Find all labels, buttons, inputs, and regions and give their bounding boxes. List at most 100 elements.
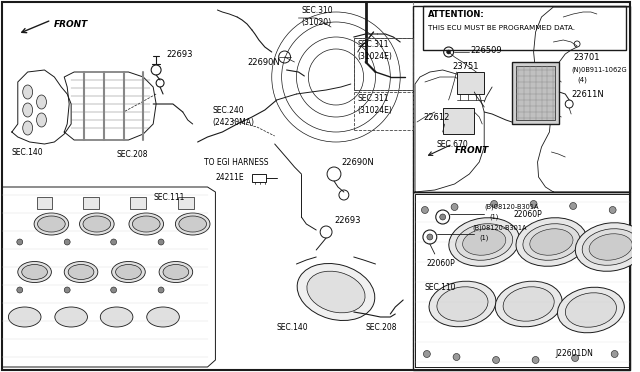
Bar xyxy=(252,174,266,182)
Ellipse shape xyxy=(64,262,98,282)
Ellipse shape xyxy=(111,262,145,282)
Bar xyxy=(354,38,413,90)
Ellipse shape xyxy=(100,307,133,327)
Text: SEC.310: SEC.310 xyxy=(301,6,333,15)
Circle shape xyxy=(64,287,70,293)
Bar xyxy=(413,6,630,192)
Text: (31024E): (31024E) xyxy=(358,51,392,61)
Ellipse shape xyxy=(516,218,587,266)
Ellipse shape xyxy=(429,281,496,327)
Text: SEC.111: SEC.111 xyxy=(153,192,184,202)
Ellipse shape xyxy=(523,224,580,260)
Ellipse shape xyxy=(8,307,41,327)
Polygon shape xyxy=(2,187,216,367)
Polygon shape xyxy=(415,194,630,367)
Bar xyxy=(443,108,474,134)
Circle shape xyxy=(451,203,458,211)
Text: 23701: 23701 xyxy=(573,52,600,61)
Circle shape xyxy=(424,350,430,357)
Text: (4): (4) xyxy=(577,77,587,83)
Ellipse shape xyxy=(129,213,164,235)
Text: SEC.140: SEC.140 xyxy=(276,323,308,331)
Bar xyxy=(516,66,556,120)
Text: 22690N: 22690N xyxy=(247,58,280,67)
Ellipse shape xyxy=(83,216,111,232)
Ellipse shape xyxy=(163,264,189,279)
Circle shape xyxy=(532,356,539,363)
Circle shape xyxy=(611,350,618,357)
Text: SEC.110: SEC.110 xyxy=(425,282,456,292)
Text: 23751: 23751 xyxy=(452,61,479,71)
Text: FRONT: FRONT xyxy=(454,145,489,154)
Circle shape xyxy=(570,202,577,209)
Ellipse shape xyxy=(297,263,375,321)
Bar xyxy=(178,197,194,209)
Bar xyxy=(423,6,625,50)
Circle shape xyxy=(17,239,23,245)
Text: 226509: 226509 xyxy=(470,45,502,55)
Text: SEC.208: SEC.208 xyxy=(365,323,397,331)
Text: FRONT: FRONT xyxy=(53,19,88,29)
Ellipse shape xyxy=(159,262,193,282)
Ellipse shape xyxy=(18,262,51,282)
Ellipse shape xyxy=(132,216,160,232)
Ellipse shape xyxy=(463,229,506,255)
Text: J22601DN: J22601DN xyxy=(556,350,593,359)
Circle shape xyxy=(427,234,433,240)
Text: SEC.670: SEC.670 xyxy=(436,140,468,148)
Circle shape xyxy=(447,50,451,54)
Bar xyxy=(512,62,559,124)
Bar xyxy=(36,197,52,209)
Text: (1): (1) xyxy=(479,235,488,241)
Ellipse shape xyxy=(582,229,639,265)
Ellipse shape xyxy=(575,223,640,271)
Circle shape xyxy=(440,214,445,220)
Text: (1): (1) xyxy=(489,214,499,220)
Text: 22060P: 22060P xyxy=(514,209,543,218)
Ellipse shape xyxy=(307,271,365,313)
Text: (31020): (31020) xyxy=(301,17,332,26)
Ellipse shape xyxy=(175,213,210,235)
Polygon shape xyxy=(534,7,630,192)
Circle shape xyxy=(111,287,116,293)
Ellipse shape xyxy=(36,113,47,127)
Text: SEC.311: SEC.311 xyxy=(358,39,389,48)
Circle shape xyxy=(158,287,164,293)
Text: SEC.208: SEC.208 xyxy=(116,150,148,158)
Ellipse shape xyxy=(68,264,94,279)
Circle shape xyxy=(158,239,164,245)
Ellipse shape xyxy=(437,287,488,321)
Polygon shape xyxy=(12,70,71,144)
Text: SEC.240: SEC.240 xyxy=(212,106,244,115)
Ellipse shape xyxy=(23,121,33,135)
Text: TO EGI HARNESS: TO EGI HARNESS xyxy=(204,157,268,167)
Circle shape xyxy=(493,356,499,363)
Ellipse shape xyxy=(565,293,616,327)
Text: (B)08120-B301A: (B)08120-B301A xyxy=(484,204,539,210)
Ellipse shape xyxy=(79,213,114,235)
Bar xyxy=(83,197,99,209)
Circle shape xyxy=(491,201,497,208)
Text: 22060P: 22060P xyxy=(427,260,456,269)
Text: SEC.311: SEC.311 xyxy=(358,93,389,103)
Text: (24230MA): (24230MA) xyxy=(212,118,255,126)
Circle shape xyxy=(422,206,428,214)
Ellipse shape xyxy=(38,216,65,232)
Text: ATTENTION:: ATTENTION: xyxy=(428,10,484,19)
Text: (N)0B911-1062G: (N)0B911-1062G xyxy=(571,67,627,73)
Bar xyxy=(413,192,630,370)
Text: (B)08120-B301A: (B)08120-B301A xyxy=(472,225,527,231)
Circle shape xyxy=(609,206,616,214)
Ellipse shape xyxy=(23,85,33,99)
Ellipse shape xyxy=(449,218,520,266)
Ellipse shape xyxy=(22,264,47,279)
Ellipse shape xyxy=(36,95,47,109)
Text: 22690N: 22690N xyxy=(341,157,374,167)
Text: 22611N: 22611N xyxy=(571,90,604,99)
Circle shape xyxy=(111,239,116,245)
Circle shape xyxy=(17,287,23,293)
Text: (31024E): (31024E) xyxy=(358,106,392,115)
Ellipse shape xyxy=(589,234,632,260)
Bar xyxy=(131,197,147,209)
Circle shape xyxy=(453,353,460,360)
